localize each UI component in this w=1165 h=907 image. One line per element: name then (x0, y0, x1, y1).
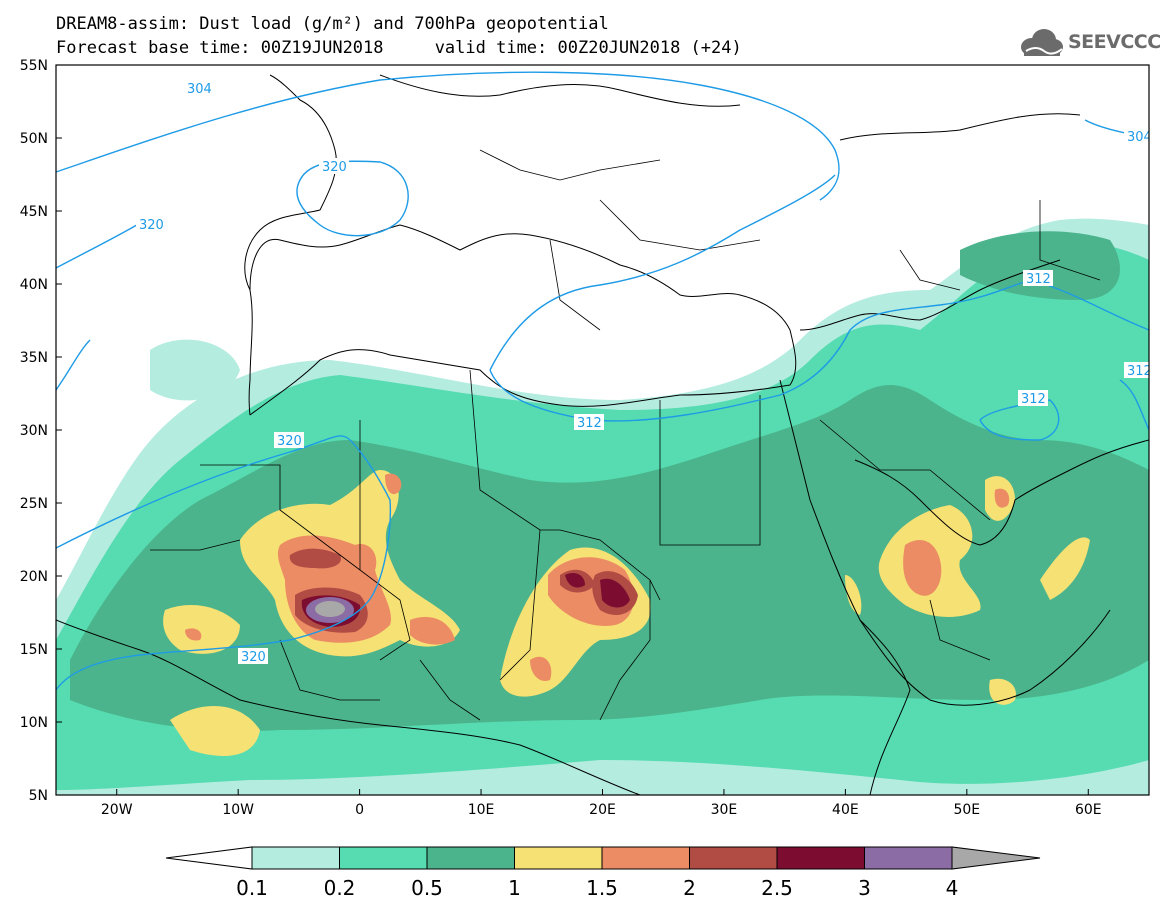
lon-tick-label: 10E (468, 802, 495, 818)
colorbar-label: 0.5 (411, 876, 443, 900)
colorbar-label: 2 (683, 876, 696, 900)
contour-label-320-sahel: 320 (241, 650, 266, 665)
colorbar (165, 846, 1041, 870)
contour-labels: 304 320 320 320 320 312 312 312 312 304 (136, 80, 1152, 665)
contour-label-304-east: 304 (1127, 130, 1152, 145)
colorbar-label: 0.1 (236, 876, 268, 900)
lat-tick-label: 40N (20, 277, 48, 293)
map-title-line2: Forecast base time: 00Z19JUN2018 valid t… (56, 38, 742, 58)
lat-tick-label: 10N (20, 715, 48, 731)
contour-label-312-libya: 312 (577, 416, 602, 431)
colorbar-segment (426, 846, 515, 870)
lon-tick-label: 40E (832, 802, 859, 818)
colorbar-segment (601, 846, 690, 870)
lon-tick-label: 20E (589, 802, 616, 818)
lon-tick-label: 30E (711, 802, 738, 818)
colorbar-segment (864, 846, 953, 870)
colorbar-label: 1.5 (586, 876, 618, 900)
lon-tick-label: 20W (101, 802, 133, 818)
longitude-axis: 20W 10W 0 10E 20E 30E 40E 50E 60E (101, 789, 1102, 818)
lon-tick-label: 10W (222, 802, 254, 818)
lon-tick-label: 60E (1075, 802, 1102, 818)
contour-label-320-morocco: 320 (277, 434, 302, 449)
map-area: 304 320 320 320 320 312 312 312 312 304 (56, 71, 1152, 795)
colorbar-label: 3 (858, 876, 871, 900)
coastlines (56, 74, 1149, 795)
colorbar-segment (776, 846, 865, 870)
lat-tick-label: 45N (20, 204, 48, 220)
lat-tick-label: 25N (20, 496, 48, 512)
map-title-line1: DREAM8-assim: Dust load (g/m²) and 700hP… (56, 14, 609, 34)
lat-tick-label: 50N (20, 131, 48, 147)
colorbar-label: 0.2 (323, 876, 356, 900)
lon-tick-label: 0 (355, 802, 364, 818)
lon-tick-label: 50E (953, 802, 980, 818)
contour-label-320-france: 320 (322, 160, 347, 175)
contour-label-312-iran: 312 (1021, 392, 1046, 407)
contour-label-312-caspian: 312 (1026, 272, 1051, 287)
colorbar-low-arrow (165, 846, 253, 870)
lat-tick-label: 20N (20, 569, 48, 585)
country-borders (150, 149, 1101, 721)
latitude-axis: 55N 50N 45N 40N 35N 30N 25N 20N 15N 10N 5N (20, 58, 62, 804)
colorbar-segment (514, 846, 603, 870)
cloud-logo-icon (1021, 29, 1063, 56)
colorbar-segment (689, 846, 778, 870)
lat-tick-label: 15N (20, 642, 48, 658)
colorbar-label: 4 (945, 876, 959, 900)
colorbar-high-arrow (951, 846, 1041, 870)
dust-band-4 (315, 601, 345, 617)
lat-tick-label: 55N (20, 58, 48, 74)
lat-tick-label: 35N (20, 350, 48, 366)
contour-label-312-east: 312 (1127, 364, 1152, 379)
colorbar-segment (251, 846, 340, 870)
lat-tick-label: 5N (29, 788, 48, 804)
contour-label-320-atlantic: 320 (139, 218, 164, 233)
lat-tick-label: 30N (20, 423, 48, 439)
colorbar-segment (339, 846, 428, 870)
colorbar-label: 2.5 (761, 876, 793, 900)
contour-label-304-west: 304 (187, 82, 212, 97)
colorbar-label: 1 (508, 876, 521, 900)
seevccc-logo: SEEVCCC (1018, 25, 1161, 59)
logo-text: SEEVCCC (1068, 31, 1161, 53)
